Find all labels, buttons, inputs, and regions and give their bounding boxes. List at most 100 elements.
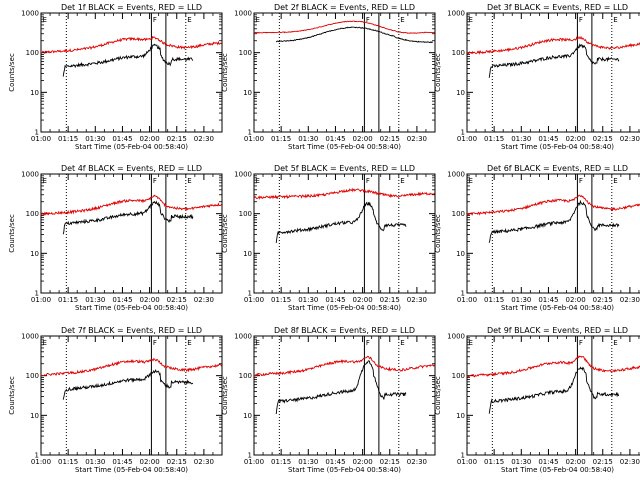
x-tick-label: 02:00 [140, 296, 160, 304]
marker-letter: E [42, 177, 46, 185]
x-tick-label: 01:30 [298, 135, 318, 143]
y-tick-label: 1000 [21, 10, 39, 18]
detector-panel: Det 6f BLACK = Events, RED = LLD 1 10 100 10… [434, 164, 640, 312]
marker-letter: E [613, 177, 617, 185]
marker-letter: F [153, 16, 157, 24]
panel-title: Det 4f BLACK = Events, RED = LLD [61, 164, 202, 173]
y-axis-label: Counts/sec [8, 53, 16, 92]
panel-title: Det 9f BLACK = Events, RED = LLD [487, 326, 628, 335]
x-tick-label: 01:00 [457, 296, 477, 304]
events-series-line [275, 360, 407, 415]
x-tick-label: 02:00 [140, 458, 160, 466]
x-tick-label: 02:30 [194, 458, 214, 466]
y-tick-label: 100 [26, 372, 39, 380]
x-tick-label: 01:15 [271, 296, 291, 304]
x-tick-label: 01:45 [112, 296, 132, 304]
x-axis-label: Start Time (05-Feb-04 00:58:40) [75, 304, 188, 312]
plot-frame [40, 173, 223, 294]
x-tick-label: 02:30 [407, 458, 427, 466]
marker-letter: E [255, 16, 259, 24]
x-tick-label: 01:30 [85, 296, 105, 304]
panel-title: Det 2f BLACK = Events, RED = LLD [274, 3, 415, 12]
marker-letter: F [366, 16, 370, 24]
x-tick-label: 02:15 [593, 458, 613, 466]
detector-panel: Det 9f BLACK = Events, RED = LLD 1 10 100 10… [434, 326, 640, 474]
y-tick-label: 1 [248, 452, 252, 460]
x-tick-label: 01:30 [85, 458, 105, 466]
x-tick-label: 02:00 [140, 135, 160, 143]
x-tick-label: 01:00 [457, 135, 477, 143]
y-axis-label: Counts/sec [434, 53, 442, 92]
plot-frame [253, 12, 436, 133]
y-tick-label: 100 [452, 372, 465, 380]
events-series-line [275, 26, 433, 44]
detector-panel: Det 8f BLACK = Events, RED = LLD 1 10 100 10… [221, 326, 436, 474]
x-axis-label: Start Time (05-Feb-04 00:58:40) [501, 466, 614, 474]
y-tick-label: 1000 [234, 10, 252, 18]
y-tick-label: 10 [243, 412, 252, 420]
marker-letter: F [366, 339, 370, 347]
marker-letter: F [366, 177, 370, 185]
x-tick-label: 02:15 [380, 135, 400, 143]
x-tick-label: 02:00 [566, 458, 586, 466]
lld-series-line [254, 355, 435, 377]
lld-series-line [467, 194, 640, 217]
x-tick-label: 01:00 [31, 135, 51, 143]
events-series-line [275, 201, 407, 243]
detector-panel: Det 1f BLACK = Events, RED = LLD 1 10 100 10… [8, 3, 223, 151]
y-tick-label: 100 [26, 210, 39, 218]
x-tick-label: 01:30 [298, 458, 318, 466]
detector-panel: Det 2f BLACK = Events, RED = LLD 1 10 100 10… [221, 3, 436, 151]
marker-letter: E [400, 177, 404, 185]
marker-letter: E [187, 177, 191, 185]
y-tick-label: 1 [35, 452, 39, 460]
panel-title: Det 3f BLACK = Events, RED = LLD [487, 3, 628, 12]
lld-series-line [41, 194, 222, 216]
x-tick-label: 01:15 [484, 296, 504, 304]
x-tick-label: 01:45 [538, 458, 558, 466]
lld-series-line [467, 35, 640, 55]
marker-letter: E [255, 177, 259, 185]
y-axis-label: Counts/sec [434, 214, 442, 253]
marker-letter: E [613, 16, 617, 24]
y-tick-label: 1 [248, 129, 252, 137]
x-tick-label: 01:30 [85, 135, 105, 143]
y-tick-label: 1000 [447, 333, 465, 341]
plot-frame [466, 12, 640, 133]
x-tick-label: 01:45 [325, 296, 345, 304]
x-tick-label: 01:15 [271, 458, 291, 466]
x-tick-label: 02:15 [167, 458, 187, 466]
x-tick-label: 01:30 [511, 458, 531, 466]
x-tick-label: 02:30 [194, 135, 214, 143]
x-tick-label: 02:30 [620, 135, 640, 143]
y-tick-label: 100 [239, 49, 252, 57]
x-tick-label: 01:15 [58, 135, 78, 143]
x-tick-label: 01:15 [58, 296, 78, 304]
x-tick-label: 01:00 [31, 458, 51, 466]
marker-letter: F [153, 177, 157, 185]
y-tick-label: 100 [452, 49, 465, 57]
x-tick-label: 02:30 [407, 135, 427, 143]
plot-frame [253, 335, 436, 456]
y-tick-label: 100 [239, 372, 252, 380]
x-tick-label: 01:00 [244, 296, 264, 304]
x-tick-label: 02:30 [194, 296, 214, 304]
x-tick-label: 02:15 [380, 296, 400, 304]
x-tick-label: 02:00 [353, 296, 373, 304]
marker-letter: F [579, 339, 583, 347]
x-tick-label: 02:30 [407, 296, 427, 304]
x-axis-label: Start Time (05-Feb-04 00:58:40) [75, 143, 188, 151]
plot-frame [40, 12, 223, 133]
detector-panel: Det 5f BLACK = Events, RED = LLD 1 10 100 10… [221, 164, 436, 312]
x-tick-label: 01:45 [112, 458, 132, 466]
x-tick-label: 01:15 [58, 458, 78, 466]
panel-title: Det 1f BLACK = Events, RED = LLD [61, 3, 202, 12]
marker-letter: E [42, 16, 46, 24]
y-axis-label: Counts/sec [221, 214, 229, 253]
x-tick-label: 02:15 [380, 458, 400, 466]
x-tick-label: 01:00 [457, 458, 477, 466]
detector-panel: Det 7f BLACK = Events, RED = LLD 1 10 100 10… [8, 326, 223, 474]
x-tick-label: 01:45 [112, 135, 132, 143]
x-tick-label: 02:15 [167, 135, 187, 143]
